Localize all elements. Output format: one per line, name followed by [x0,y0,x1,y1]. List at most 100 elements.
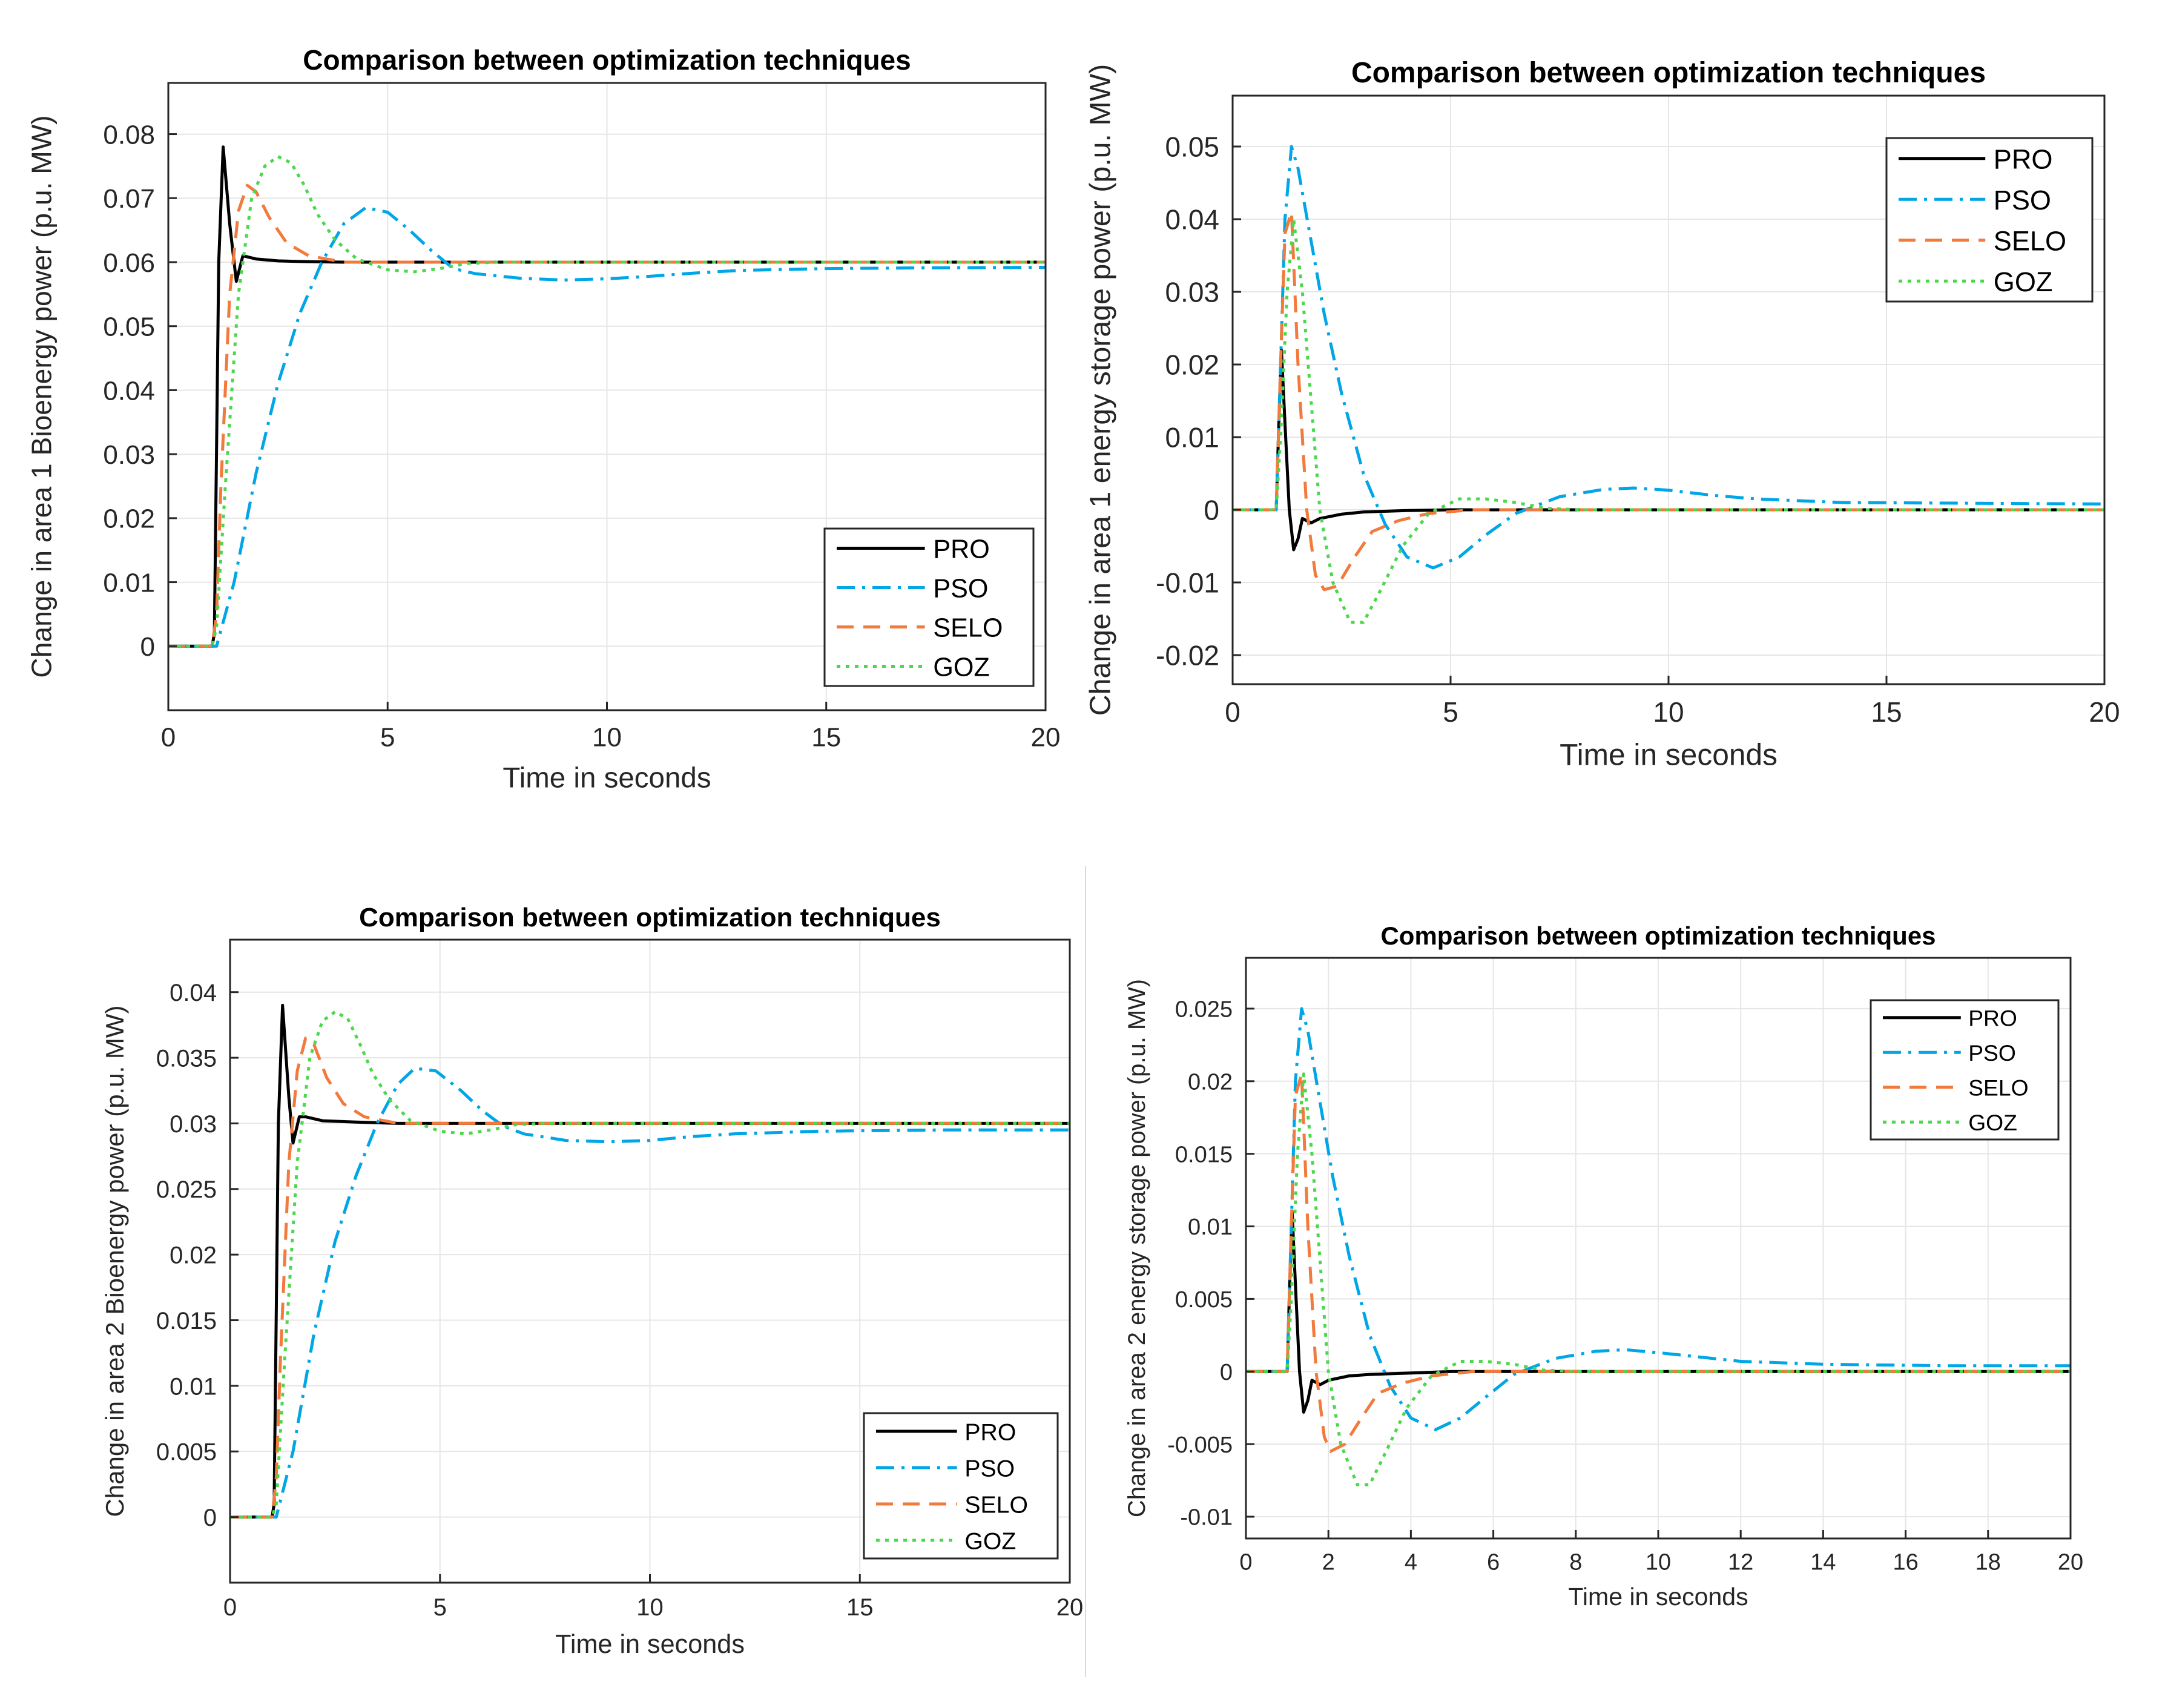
series-line-pso [1246,1007,2071,1431]
legend-label-selo: SELO [1994,225,2066,256]
y-tick-label: 0.015 [156,1308,217,1334]
series-line-pso [168,206,1046,648]
legend-label-pro: PRO [933,535,989,564]
x-tick-label: 4 [1405,1549,1417,1575]
series-line-selo [230,1037,1070,1519]
y-tick-label: 0.02 [1188,1069,1233,1095]
y-axis-label: Change in area 2 Bioenergy power (p.u. M… [100,1005,129,1517]
legend-label-pso: PSO [1968,1040,2016,1066]
x-tick-label: 20 [1056,1594,1084,1621]
legend-label-selo: SELO [964,1492,1028,1518]
y-axis-label: Change in area 2 energy storage power (p… [1124,979,1150,1517]
legend-label-selo: SELO [933,613,1003,642]
y-tick-label: 0 [1204,495,1219,526]
chart-3: 0 5 10 15 20 0 0.005 0.01 0.015 0.02 0.025 0.03 0.03… [100,903,1083,1659]
x-tick-label: 14 [1810,1549,1836,1575]
x-tick-label: 0 [1225,696,1241,728]
x-tick-label: 15 [1871,696,1902,728]
y-tick-label: 0.03 [103,440,155,470]
chart-4: 0 2 4 6 8 10 12 14 16 18 20 -0.01 -0.005 0 0.005 0.01 0.… [1124,922,2083,1611]
legend-box [823,527,1035,687]
x-axis-label: Time in seconds [555,1630,745,1659]
x-tick-label: 0 [1239,1549,1252,1575]
x-tick-label: 12 [1728,1549,1753,1575]
y-tick-label: 0.01 [170,1373,217,1400]
legend: PRO PSO SELO GOZ [823,527,1035,687]
x-tick-label: 0 [161,722,176,752]
series-line-pso [1233,145,2105,570]
y-tick-label: 0.04 [1165,204,1219,236]
x-tick-label: 10 [592,722,622,752]
legend-label-pso: PSO [933,574,988,603]
legend-box [863,1412,1059,1560]
y-tick-label: 0.015 [1175,1142,1233,1167]
y-tick-label: -0.01 [1156,567,1219,599]
legend-label-pro: PRO [1994,143,2053,174]
chart-title: Comparison between optimization techniqu… [303,44,911,76]
y-tick-label: 0.005 [1175,1287,1233,1313]
y-tick-label: 0.05 [1165,131,1219,163]
y-tick-label: 0 [140,632,155,662]
x-tick-label: 10 [1646,1549,1671,1575]
y-tick-label: 0.025 [1175,997,1233,1023]
y-tick-label: 0.08 [103,120,155,150]
x-tick-label: 20 [2089,696,2120,728]
series-line-goz [1233,217,2104,624]
x-tick-label: 18 [1975,1549,2001,1575]
legend-box [1870,999,2060,1141]
y-tick-label: 0.03 [1165,277,1219,308]
legend-label-pro: PRO [964,1419,1016,1445]
x-tick-label: 5 [433,1594,447,1621]
y-tick-label: -0.005 [1167,1433,1233,1458]
series-line-selo [168,183,1046,648]
x-tick-label: 15 [846,1594,874,1621]
legend: PRO PSO SELO GOZ [1885,137,2094,303]
y-tick-label: 0.025 [156,1176,217,1203]
series-line-goz [1246,1072,2071,1486]
series-line-goz [168,155,1046,648]
legend-label-goz: GOZ [1994,266,2053,297]
y-tick-label: 0.035 [156,1045,217,1072]
chart-title: Comparison between optimization techniqu… [359,903,941,932]
x-tick-label: 20 [2058,1549,2083,1575]
y-tick-label: 0.01 [103,568,155,598]
x-axis-label: Time in seconds [1568,1583,1748,1611]
legend-box [1885,137,2094,303]
x-tick-label: 6 [1487,1549,1500,1575]
x-tick-label: 20 [1031,722,1061,752]
x-tick-label: 10 [636,1594,664,1621]
legend-label-pso: PSO [1994,185,2051,216]
legend-label-pro: PRO [1968,1005,2017,1030]
panel-divider [1085,866,1086,1677]
x-tick-label: 2 [1322,1549,1335,1575]
chart-title: Comparison between optimization techniqu… [1380,922,1936,950]
y-tick-label: 0.02 [170,1242,217,1269]
chart-2: 0 5 10 15 20 -0.02 -0.01 0 0.01 0.02 0.03 0.04 0.05 C… [1084,57,2120,771]
legend-label-goz: GOZ [964,1528,1016,1554]
x-tick-label: 15 [811,722,841,752]
y-tick-label: 0.05 [103,312,155,342]
x-tick-label: 0 [223,1594,237,1621]
legend-label-selo: SELO [1968,1075,2028,1100]
y-tick-label: 0.06 [103,248,155,278]
y-tick-label: 0 [1220,1360,1233,1385]
y-tick-label: 0.04 [103,376,155,406]
y-tick-label: 0.03 [170,1111,217,1138]
x-tick-label: 5 [380,722,395,752]
x-axis-label: Time in seconds [1560,737,1778,771]
x-tick-label: 5 [1443,696,1458,728]
x-axis-label: Time in seconds [502,762,711,794]
chart-1: 0 5 10 15 20 0 0.01 0.02 0.03 0.04 0.05 0.06 0.07 0.0… [25,44,1060,794]
y-tick-label: 0 [203,1505,217,1531]
x-tick-label: 16 [1893,1549,1918,1575]
y-tick-label: 0.04 [170,980,217,1006]
y-tick-label: -0.01 [1180,1505,1233,1531]
legend: PRO PSO SELO GOZ [863,1412,1059,1560]
y-tick-label: 0.01 [1188,1215,1233,1240]
chart-title: Comparison between optimization techniqu… [1351,57,1986,89]
series-line-pso [230,1066,1070,1519]
y-axis-label: Change in area 1 energy storage power (p… [1084,64,1117,716]
legend-label-goz: GOZ [1968,1110,2017,1135]
series-line-selo [1233,210,2104,592]
legend: PRO PSO SELO GOZ [1870,999,2060,1141]
